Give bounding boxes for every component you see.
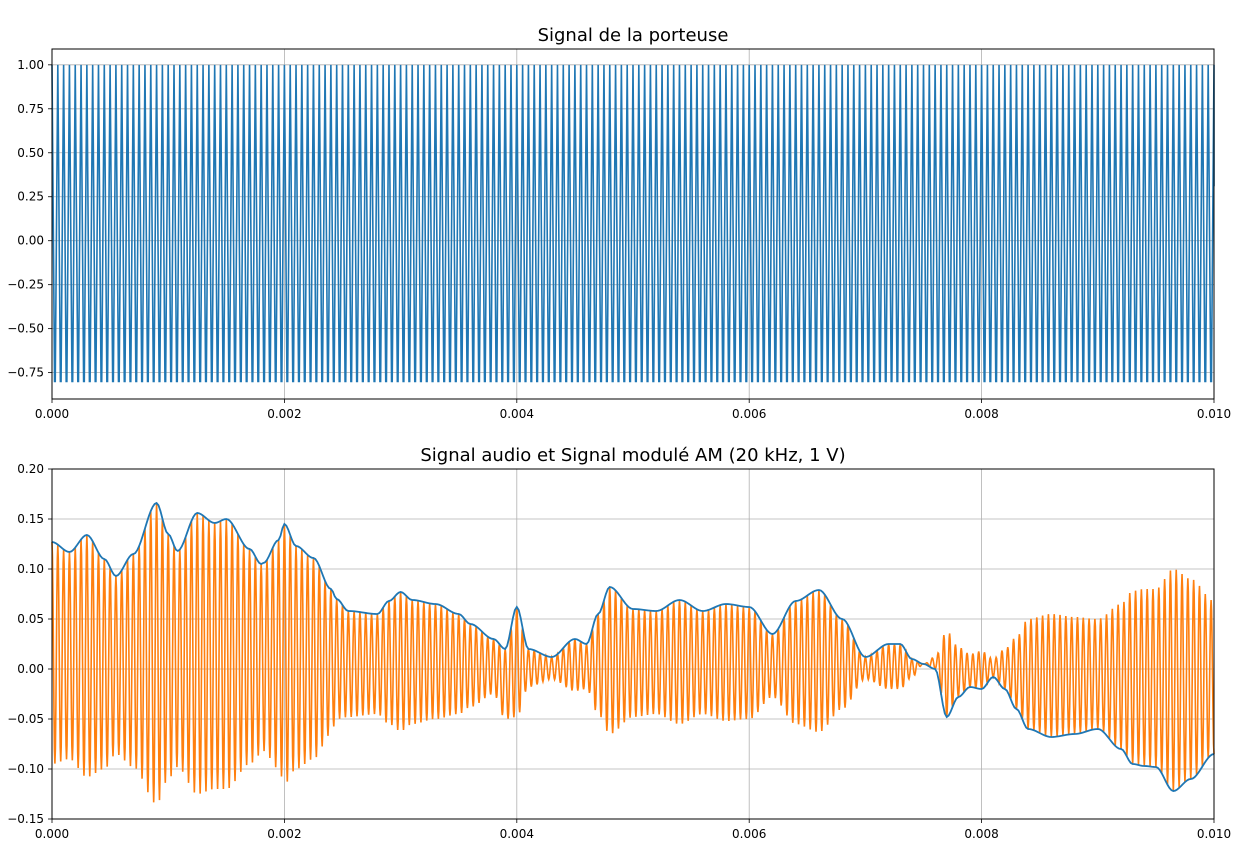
am-chart: Signal audio et Signal modulé AM (20 kHz… (7, 445, 1231, 841)
y-tick-label: 0.25 (17, 190, 44, 204)
chart-title: Signal de la porteuse (538, 25, 729, 46)
x-tick-label: 0.006 (732, 407, 766, 421)
carrier-chart: Signal de la porteuse 0.000 0.002 0.004 0.0… (7, 25, 1231, 421)
y-tick-label: −0.10 (7, 762, 44, 776)
y-tick-label: −0.50 (7, 322, 44, 336)
plot-area (51, 64, 1215, 383)
y-tick-label: 0.50 (17, 146, 44, 160)
axes-frame (51, 48, 1215, 400)
x-tick-label: 0.006 (732, 827, 766, 841)
x-tick-label: 0.002 (267, 827, 301, 841)
y-tick-label: 1.00 (17, 58, 44, 72)
audio-series-line (51, 501, 1215, 792)
x-axis: 0.000 0.002 0.004 0.006 0.008 0.010 (35, 399, 1231, 421)
y-tick-label: −0.15 (7, 812, 44, 826)
x-tick-label: 0.010 (1197, 407, 1231, 421)
y-tick-label: 0.10 (17, 562, 44, 576)
x-tick-label: 0.010 (1197, 827, 1231, 841)
carrier-series-line (51, 64, 1215, 383)
y-tick-label: 0.20 (17, 462, 44, 476)
x-tick-label: 0.004 (500, 827, 534, 841)
x-tick-label: 0.002 (267, 407, 301, 421)
y-axis: −0.75 −0.50 −0.25 0.00 0.25 0.50 0.75 1.00 (7, 58, 52, 380)
chart-title: Signal audio et Signal modulé AM (20 kHz… (420, 445, 845, 466)
am-series-line (51, 502, 1215, 803)
y-tick-label: 0.75 (17, 102, 44, 116)
y-tick-label: 0.00 (17, 234, 44, 248)
y-tick-label: 0.05 (17, 612, 44, 626)
y-tick-label: −0.25 (7, 278, 44, 292)
y-tick-label: 0.00 (17, 662, 44, 676)
axes-frame (51, 468, 1215, 820)
y-tick-label: −0.05 (7, 712, 44, 726)
x-tick-label: 0.000 (35, 407, 69, 421)
x-axis: 0.000 0.002 0.004 0.006 0.008 0.010 (35, 819, 1231, 841)
y-axis: −0.15 −0.10 −0.05 0.00 0.05 0.10 0.15 0.20 (7, 462, 52, 826)
x-tick-label: 0.008 (964, 827, 998, 841)
x-tick-label: 0.000 (35, 827, 69, 841)
plot-area (51, 501, 1215, 803)
y-tick-label: 0.15 (17, 512, 44, 526)
x-tick-label: 0.008 (964, 407, 998, 421)
x-tick-label: 0.004 (500, 407, 534, 421)
y-tick-label: −0.75 (7, 366, 44, 380)
